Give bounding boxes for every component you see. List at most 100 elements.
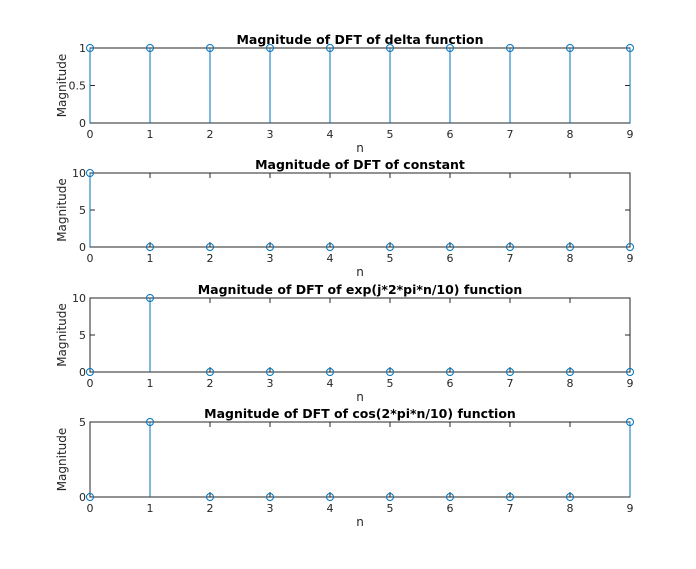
x-tick-label: 6: [447, 252, 454, 265]
y-axis-label: Magnitude: [55, 303, 69, 367]
subplot-4: 0 1 2 3 4 5 6 7 8 9 0 5 Magnitude of DFT of cos(2*pi…: [55, 406, 634, 529]
x-tick-label: 1: [147, 252, 154, 265]
x-tick-label: 6: [447, 377, 454, 390]
stem-marker: [146, 418, 154, 426]
stem-marker: [86, 169, 94, 177]
stem-marker: [206, 493, 214, 501]
stem-marker: [326, 368, 334, 376]
stem-marker: [146, 243, 154, 251]
stem-marker: [266, 243, 274, 251]
x-axis-label: n: [356, 515, 364, 529]
x-tick-label: 0: [87, 128, 94, 141]
stem-marker: [566, 493, 574, 501]
subplot-3: 0 1 2 3 4 5 6 7 8 9 0 5 10 Magnitude of DFT of exp(j*…: [55, 282, 634, 404]
stem-marker: [626, 368, 634, 376]
subplot-2: 0 1 2 3 4 5 6 7 8 9 0 5 10 Magnitude of DFT of consta…: [55, 157, 634, 279]
stem-marker: [446, 44, 454, 52]
chart-title: Magnitude of DFT of cos(2*pi*n/10) funct…: [204, 406, 516, 421]
stem-marker: [446, 243, 454, 251]
y-tick-label: 5: [79, 329, 86, 342]
x-tick-label: 4: [327, 502, 334, 515]
stem-marker: [506, 243, 514, 251]
axes-frame: [89, 297, 631, 373]
stem-marker: [386, 44, 394, 52]
axes-frame: [89, 421, 631, 498]
stem-marker: [326, 493, 334, 501]
chart-title: Magnitude of DFT of delta function: [236, 32, 483, 47]
stem-marker: [326, 44, 334, 52]
x-tick-label: 9: [627, 502, 634, 515]
stem-marker: [566, 44, 574, 52]
y-tick-label: 10: [72, 167, 86, 180]
x-tick-label: 7: [507, 128, 514, 141]
y-tick-label: 5: [79, 204, 86, 217]
y-tick-label: 0: [79, 117, 86, 130]
y-tick-label: 0.5: [69, 80, 87, 93]
stem-marker: [386, 493, 394, 501]
stem-marker: [206, 243, 214, 251]
stem-marker: [326, 243, 334, 251]
x-tick-label: 9: [627, 377, 634, 390]
x-tick-label: 8: [567, 377, 574, 390]
x-tick-label: 0: [87, 377, 94, 390]
x-tick-label: 2: [207, 252, 214, 265]
x-tick-label: 7: [507, 377, 514, 390]
stem-marker: [266, 44, 274, 52]
x-tick-label: 3: [267, 377, 274, 390]
stem-marker: [86, 493, 94, 501]
x-axis-label: n: [356, 265, 364, 279]
stem-marker: [86, 368, 94, 376]
subplot-1: 0 1 2 3 4 5 6 7 8 9 0 0.5 1 Magnitude of DFT of delta…: [55, 32, 634, 155]
x-tick-label: 9: [627, 128, 634, 141]
stem-marker: [566, 368, 574, 376]
y-tick-label: 10: [72, 292, 86, 305]
x-tick-label: 3: [267, 128, 274, 141]
x-tick-label: 6: [447, 502, 454, 515]
x-tick-label: 6: [447, 128, 454, 141]
x-tick-label: 1: [147, 128, 154, 141]
stem-marker: [386, 368, 394, 376]
stem-marker: [626, 418, 634, 426]
x-tick-label: 8: [567, 128, 574, 141]
y-axis-label: Magnitude: [55, 428, 69, 492]
axes-frame: [89, 172, 631, 248]
x-tick-label: 3: [267, 502, 274, 515]
x-tick-label: 4: [327, 377, 334, 390]
x-axis-label: n: [356, 390, 364, 404]
stem-marker: [146, 44, 154, 52]
stem-marker: [626, 44, 634, 52]
x-tick-label: 5: [387, 252, 394, 265]
stem-marker: [446, 493, 454, 501]
x-tick-label: 1: [147, 502, 154, 515]
x-tick-label: 9: [627, 252, 634, 265]
x-tick-label: 3: [267, 252, 274, 265]
stem-marker: [506, 493, 514, 501]
x-tick-label: 2: [207, 128, 214, 141]
x-tick-label: 2: [207, 377, 214, 390]
stem-marker: [206, 44, 214, 52]
stem-marker: [266, 368, 274, 376]
y-axis-label: Magnitude: [55, 54, 69, 118]
x-tick-label: 4: [327, 128, 334, 141]
stem-marker: [206, 368, 214, 376]
x-tick-label: 5: [387, 128, 394, 141]
x-tick-label: 5: [387, 502, 394, 515]
x-tick-label: 7: [507, 252, 514, 265]
stem-marker: [566, 243, 574, 251]
x-tick-label: 7: [507, 502, 514, 515]
y-tick-label: 1: [79, 42, 86, 55]
y-tick-label: 0: [79, 241, 86, 254]
x-tick-label: 2: [207, 502, 214, 515]
y-tick-label: 0: [79, 366, 86, 379]
stem-marker: [626, 243, 634, 251]
stem-marker: [506, 44, 514, 52]
y-tick-label: 0: [79, 491, 86, 504]
x-tick-label: 4: [327, 252, 334, 265]
x-tick-label: 8: [567, 252, 574, 265]
axes-frame: [89, 47, 631, 124]
x-tick-label: 5: [387, 377, 394, 390]
stem-marker: [446, 368, 454, 376]
x-tick-label: 1: [147, 377, 154, 390]
x-tick-label: 8: [567, 502, 574, 515]
